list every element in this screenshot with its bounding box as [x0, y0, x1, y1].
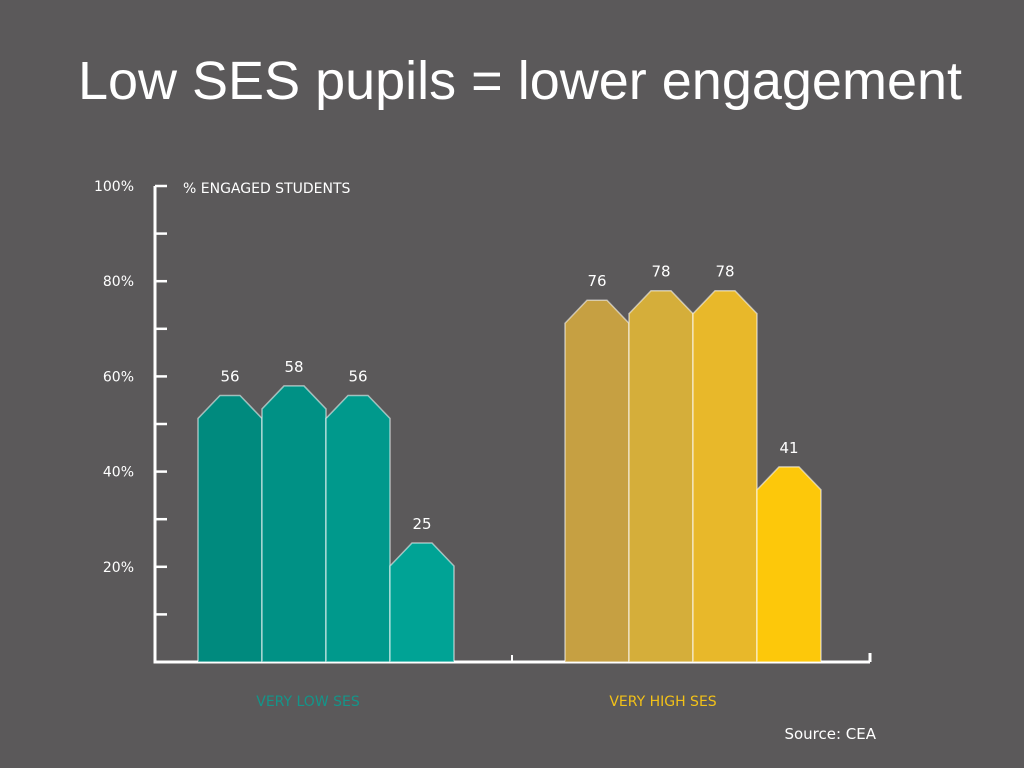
- axes: 100% 80% 60% 40% 20% % ENGAGED STUDENTS: [94, 179, 872, 664]
- bar: [389, 542, 455, 663]
- data-label: 58: [284, 358, 303, 376]
- data-label: 78: [715, 263, 734, 281]
- bar: [564, 299, 630, 663]
- bar: [692, 289, 758, 663]
- y-tick-label: 80%: [103, 274, 134, 290]
- category-label: VERY LOW SES: [256, 694, 360, 710]
- bar: [756, 466, 822, 663]
- chart-title: Low SES pupils = lower engagement: [77, 51, 963, 111]
- data-label: 25: [412, 515, 431, 533]
- bars: [197, 289, 822, 663]
- data-label: 41: [779, 439, 798, 457]
- y-tick-label: 20%: [103, 560, 134, 576]
- y-tick-label: 40%: [103, 465, 134, 481]
- bar: [197, 394, 263, 663]
- y-tick-label: 100%: [94, 179, 134, 195]
- data-label: 78: [651, 263, 670, 281]
- y-tick-label: 60%: [103, 369, 134, 385]
- bar: [628, 289, 694, 663]
- data-label: 76: [587, 272, 606, 290]
- bar: [261, 385, 327, 663]
- labels: 56 58 56 25 VERY LOW SES 76 78 78 41 VERY HIGH SE…: [220, 263, 798, 710]
- y-axis-title: % ENGAGED STUDENTS: [183, 181, 351, 197]
- category-label: VERY HIGH SES: [609, 694, 716, 710]
- source-note: Source: CEA: [784, 725, 876, 743]
- bar: [325, 394, 391, 663]
- data-label: 56: [348, 367, 367, 385]
- data-label: 56: [220, 367, 239, 385]
